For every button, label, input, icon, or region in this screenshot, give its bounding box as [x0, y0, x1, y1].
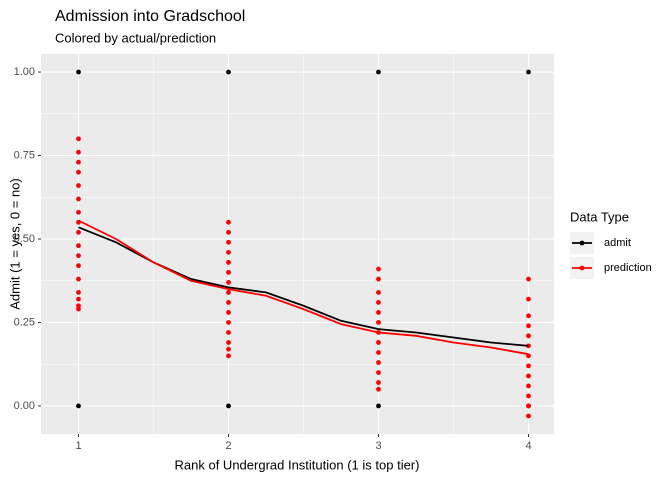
point: [376, 386, 381, 392]
point: [526, 333, 531, 339]
point: [526, 373, 531, 379]
chart-subtitle: Colored by actual/prediction: [55, 30, 216, 45]
point: [526, 413, 531, 419]
smooth-line: [78, 219, 529, 356]
point: [226, 346, 231, 352]
point: [226, 280, 231, 285]
point: [76, 196, 81, 202]
point: [376, 266, 381, 272]
point: [76, 296, 81, 302]
x-tick-label: 2: [225, 440, 231, 452]
point: [76, 229, 81, 235]
y-tick-label: 1.00: [14, 66, 35, 78]
point: [376, 340, 381, 345]
point: [526, 363, 531, 369]
y-tick-label: 0.75: [14, 149, 35, 161]
point: [76, 403, 81, 409]
point: [376, 300, 381, 305]
x-tick-label: 4: [525, 440, 531, 452]
panel: [41, 54, 554, 434]
point: [76, 263, 81, 269]
point: [226, 310, 231, 315]
point: [76, 209, 81, 215]
point: [376, 69, 381, 75]
legend-point: [579, 265, 585, 271]
point: [76, 149, 81, 155]
point: [226, 353, 231, 359]
y-tick-label: 0.25: [14, 316, 35, 328]
x-tick-label: 1: [75, 440, 81, 452]
point: [226, 340, 231, 345]
point: [376, 276, 381, 282]
point: [76, 276, 81, 282]
point: [376, 290, 381, 295]
x-axis-label: Rank of Undergrad Institution (1 is top …: [175, 457, 420, 472]
legend-label: prediction: [604, 262, 652, 274]
point: [76, 159, 81, 165]
point: [226, 259, 231, 265]
point: [76, 303, 81, 309]
point: [76, 69, 81, 75]
point: [226, 249, 231, 255]
point: [526, 276, 531, 282]
point: [76, 306, 81, 312]
point: [526, 313, 531, 319]
legend-label: admit: [604, 237, 631, 249]
point: [76, 243, 81, 249]
y-axis-label: Admit (1 = yes, 0 = no): [7, 178, 22, 310]
point: [76, 290, 81, 295]
point: [526, 69, 531, 75]
point: [526, 403, 531, 409]
legend-point: [579, 240, 585, 246]
chart-title: Admission into Gradschool: [55, 8, 245, 25]
point: [526, 393, 531, 399]
x-tick-label: 3: [375, 440, 381, 452]
point: [226, 229, 231, 235]
point: [376, 370, 381, 375]
y-tick-label: 0.50: [14, 233, 35, 245]
point: [376, 403, 381, 409]
point: [376, 310, 381, 315]
point: [226, 269, 231, 275]
point: [376, 380, 381, 385]
point: [376, 360, 381, 365]
point: [76, 169, 81, 175]
point: [526, 323, 531, 329]
point: [76, 136, 81, 142]
point: [76, 183, 81, 188]
point: [76, 253, 81, 259]
point: [226, 330, 231, 335]
point: [226, 403, 231, 409]
point: [226, 320, 231, 325]
point: [226, 290, 231, 295]
point: [226, 219, 231, 225]
point: [226, 69, 231, 75]
point: [226, 300, 231, 305]
point: [526, 383, 531, 389]
y-tick-label: 0.00: [14, 400, 35, 412]
legend-title: Data Type: [570, 209, 629, 224]
point: [226, 239, 231, 245]
point: [526, 296, 531, 302]
point: [376, 320, 381, 325]
point: [376, 350, 381, 355]
